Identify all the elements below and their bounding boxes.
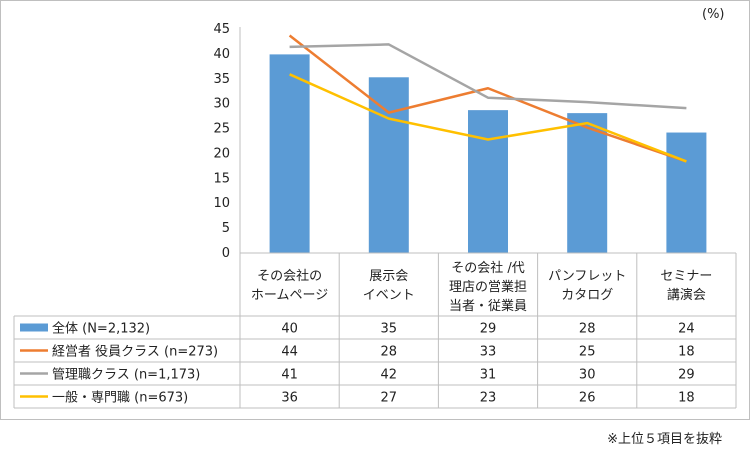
x-tick-label: その会社のホームページ — [251, 268, 328, 303]
y-tick-label: 30 — [213, 97, 230, 112]
table-cell: 25 — [579, 345, 596, 360]
table-cell: 31 — [480, 368, 497, 383]
bar — [368, 77, 409, 253]
table-cell: 28 — [579, 322, 596, 337]
y-tick-label: 10 — [213, 196, 230, 211]
series-line — [288, 34, 687, 163]
bar-layer — [269, 54, 707, 254]
table-cell: 42 — [381, 368, 398, 383]
bar — [468, 110, 508, 253]
x-tick-label: その会社 /代理店の営業担当者・従業員 — [449, 260, 527, 314]
y-tick-label: 5 — [222, 221, 230, 236]
table-cell: 29 — [480, 322, 497, 337]
y-tick-label: 15 — [213, 171, 230, 186]
unit-label: (%) — [702, 7, 725, 22]
table-cell: 29 — [678, 368, 695, 383]
legend-label: 管理職クラス (n=1,173) — [52, 368, 200, 383]
x-tick-label: パンフレットカタログ — [548, 269, 626, 303]
x-tick-label: セミナー講演会 — [660, 269, 712, 303]
table-cell: 26 — [579, 391, 596, 406]
y-tick-label: 20 — [213, 146, 230, 161]
y-tick-label: 45 — [213, 22, 230, 37]
table-cell: 30 — [579, 368, 596, 383]
table-cell: 35 — [381, 322, 398, 337]
line-layer — [288, 34, 687, 163]
y-tick-label: 40 — [213, 47, 230, 62]
table-cell: 41 — [281, 368, 298, 383]
series-line — [289, 73, 687, 163]
y-tick-label: 0 — [222, 246, 230, 261]
table-cell: 36 — [281, 391, 298, 406]
legend-label: 経営者 役員クラス (n=273) — [52, 345, 218, 360]
table-cell: 24 — [678, 322, 695, 337]
bar — [567, 113, 608, 253]
legend-label: 一般・専門職 (n=673) — [52, 390, 188, 406]
bar — [666, 132, 707, 253]
table-cell: 44 — [281, 345, 298, 360]
table-cell: 40 — [281, 322, 298, 337]
table-cell: 33 — [480, 345, 497, 360]
legend-swatch — [20, 323, 48, 332]
footnote: ※上位５項目を抜粋 — [607, 431, 722, 447]
table-cell: 28 — [381, 345, 398, 360]
table-cell: 18 — [678, 391, 695, 406]
x-tick-label: 展示会イベント — [363, 269, 415, 303]
bar — [269, 54, 310, 254]
table-cell: 18 — [678, 345, 695, 360]
table-cell: 27 — [381, 391, 398, 406]
series-line — [289, 43, 687, 110]
legend-label: 全体 (N=2,132) — [52, 321, 150, 337]
table-cell: 23 — [480, 391, 497, 406]
y-tick-label: 25 — [213, 122, 230, 137]
y-tick-label: 35 — [213, 72, 230, 87]
